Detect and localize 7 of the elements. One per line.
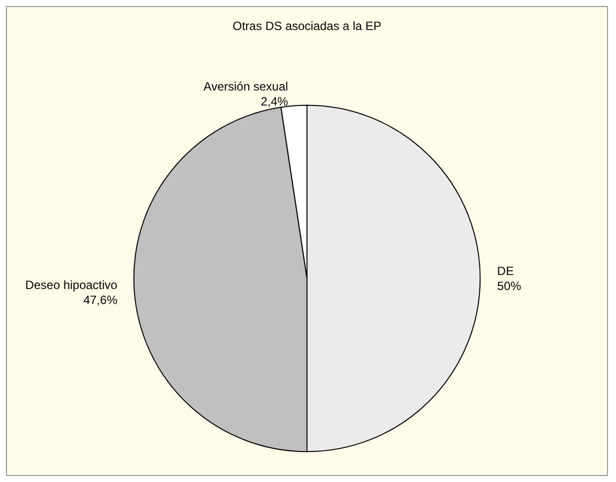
data-label: 50%: [497, 278, 522, 293]
slice-label: Aversión sexual: [204, 79, 288, 94]
slice-label: DE: [497, 264, 514, 278]
slice-label: Deseo hipoactivo: [25, 278, 118, 292]
chart-title: Otras DS asociadas a la EP: [232, 19, 382, 33]
data-label: 2,4%: [260, 94, 288, 108]
data-label: 47,6%: [83, 292, 118, 307]
